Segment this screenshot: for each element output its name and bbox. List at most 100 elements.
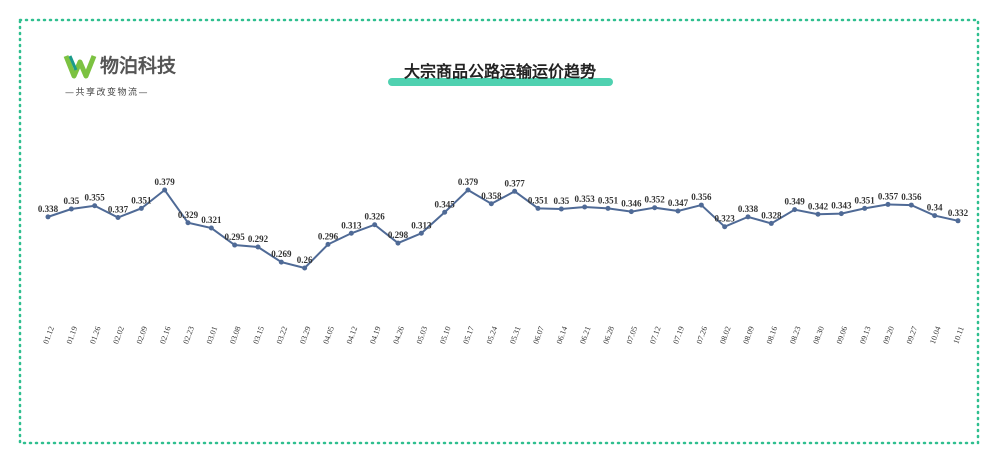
data-label: 0.342 xyxy=(808,201,829,211)
data-label: 0.345 xyxy=(435,199,456,209)
x-tick-label: 10.04 xyxy=(928,325,943,345)
x-tick-label: 04.26 xyxy=(391,325,406,345)
point xyxy=(185,220,191,226)
logo-icon xyxy=(63,55,97,79)
data-label: 0.34 xyxy=(927,203,943,213)
point xyxy=(652,205,658,211)
logo: 物泊科技 —共享改变物流— xyxy=(63,54,177,98)
point xyxy=(45,214,51,220)
x-tick-label: 10.11 xyxy=(951,325,966,345)
x-tick-label: 06.14 xyxy=(555,325,570,345)
x-tick-label: 04.19 xyxy=(368,325,383,345)
x-tick-label: 09.13 xyxy=(858,325,873,345)
x-tick-label: 05.24 xyxy=(485,325,500,345)
x-tick-label: 09.20 xyxy=(881,325,896,345)
data-label: 0.292 xyxy=(248,234,269,244)
x-tick-label: 05.31 xyxy=(508,325,523,345)
x-tick-label: 08.16 xyxy=(765,325,780,345)
point xyxy=(115,215,121,221)
point xyxy=(68,206,74,212)
x-tick-label: 03.22 xyxy=(275,325,290,345)
logo-name: 物泊科技 xyxy=(100,54,177,77)
data-label: 0.338 xyxy=(38,204,59,214)
point xyxy=(908,202,914,208)
x-tick-label: 02.09 xyxy=(135,325,150,345)
x-tick-label: 06.21 xyxy=(578,325,593,345)
data-label: 0.356 xyxy=(691,192,712,202)
title-highlight xyxy=(388,78,613,86)
data-label: 0.347 xyxy=(668,198,689,208)
data-label: 0.351 xyxy=(528,195,549,205)
data-label: 0.328 xyxy=(761,210,782,220)
data-label: 0.295 xyxy=(225,232,246,242)
data-label: 0.355 xyxy=(85,193,106,203)
x-tick-label: 09.06 xyxy=(835,325,850,345)
point xyxy=(745,214,751,220)
point xyxy=(208,225,214,231)
data-label: 0.326 xyxy=(365,212,386,222)
point xyxy=(325,241,331,247)
point xyxy=(558,206,564,212)
x-tick-label: 07.26 xyxy=(695,325,710,345)
data-label: 0.349 xyxy=(785,197,806,207)
data-label: 0.379 xyxy=(458,177,479,187)
point xyxy=(768,220,774,226)
x-tick-label: 02.23 xyxy=(181,325,196,345)
data-label: 0.346 xyxy=(621,199,642,209)
point xyxy=(138,205,144,211)
x-tick-label: 02.16 xyxy=(158,325,173,345)
chart-title: 大宗商品公路运输运价趋势 xyxy=(404,62,596,81)
frame xyxy=(18,18,980,445)
x-tick-label: 08.02 xyxy=(718,325,733,345)
x-tick-label: 07.05 xyxy=(625,325,640,345)
data-label: 0.329 xyxy=(178,210,199,220)
data-label: 0.357 xyxy=(878,191,899,201)
point xyxy=(862,205,868,211)
data-label: 0.351 xyxy=(131,195,152,205)
x-tick-label: 02.02 xyxy=(111,325,126,345)
data-label: 0.269 xyxy=(271,249,292,259)
point xyxy=(512,188,518,194)
data-label: 0.338 xyxy=(738,204,759,214)
point xyxy=(232,242,238,248)
x-tick-label: 07.19 xyxy=(671,325,686,345)
point xyxy=(605,205,611,211)
x-tick-label: 07.12 xyxy=(648,325,663,345)
data-label: 0.353 xyxy=(575,194,596,204)
logo-slogan: —共享改变物流— xyxy=(65,86,149,98)
point xyxy=(792,207,798,213)
point xyxy=(465,187,471,193)
x-tick-label: 04.05 xyxy=(321,325,336,345)
point xyxy=(442,209,448,215)
line xyxy=(47,188,959,270)
data-label: 0.356 xyxy=(901,192,922,202)
data-label: 0.296 xyxy=(318,231,339,241)
point xyxy=(92,203,98,209)
point xyxy=(955,218,961,224)
data-label: 0.323 xyxy=(715,214,736,224)
data-label: 0.351 xyxy=(855,195,876,205)
point xyxy=(932,213,938,219)
data-label: 0.337 xyxy=(108,205,129,215)
data-label: 0.358 xyxy=(481,191,502,201)
point xyxy=(885,201,891,207)
point xyxy=(418,230,424,236)
point xyxy=(488,201,494,207)
point xyxy=(838,211,844,217)
x-tick-label: 04.12 xyxy=(345,325,360,345)
x-tick-label: 01.19 xyxy=(65,325,80,345)
point xyxy=(372,222,378,228)
x-tick-label: 08.30 xyxy=(811,325,826,345)
data-label: 0.351 xyxy=(598,195,619,205)
data-label: 0.321 xyxy=(201,215,222,225)
point xyxy=(582,204,588,210)
data-label: 0.298 xyxy=(388,230,409,240)
data-label: 0.313 xyxy=(411,220,432,230)
point xyxy=(815,211,821,217)
x-tick-label: 05.03 xyxy=(415,325,430,345)
x-tick-label: 03.15 xyxy=(251,325,266,345)
point xyxy=(698,202,704,208)
x-tick-label: 03.01 xyxy=(205,325,220,345)
x-tick-label: 03.08 xyxy=(228,325,243,345)
